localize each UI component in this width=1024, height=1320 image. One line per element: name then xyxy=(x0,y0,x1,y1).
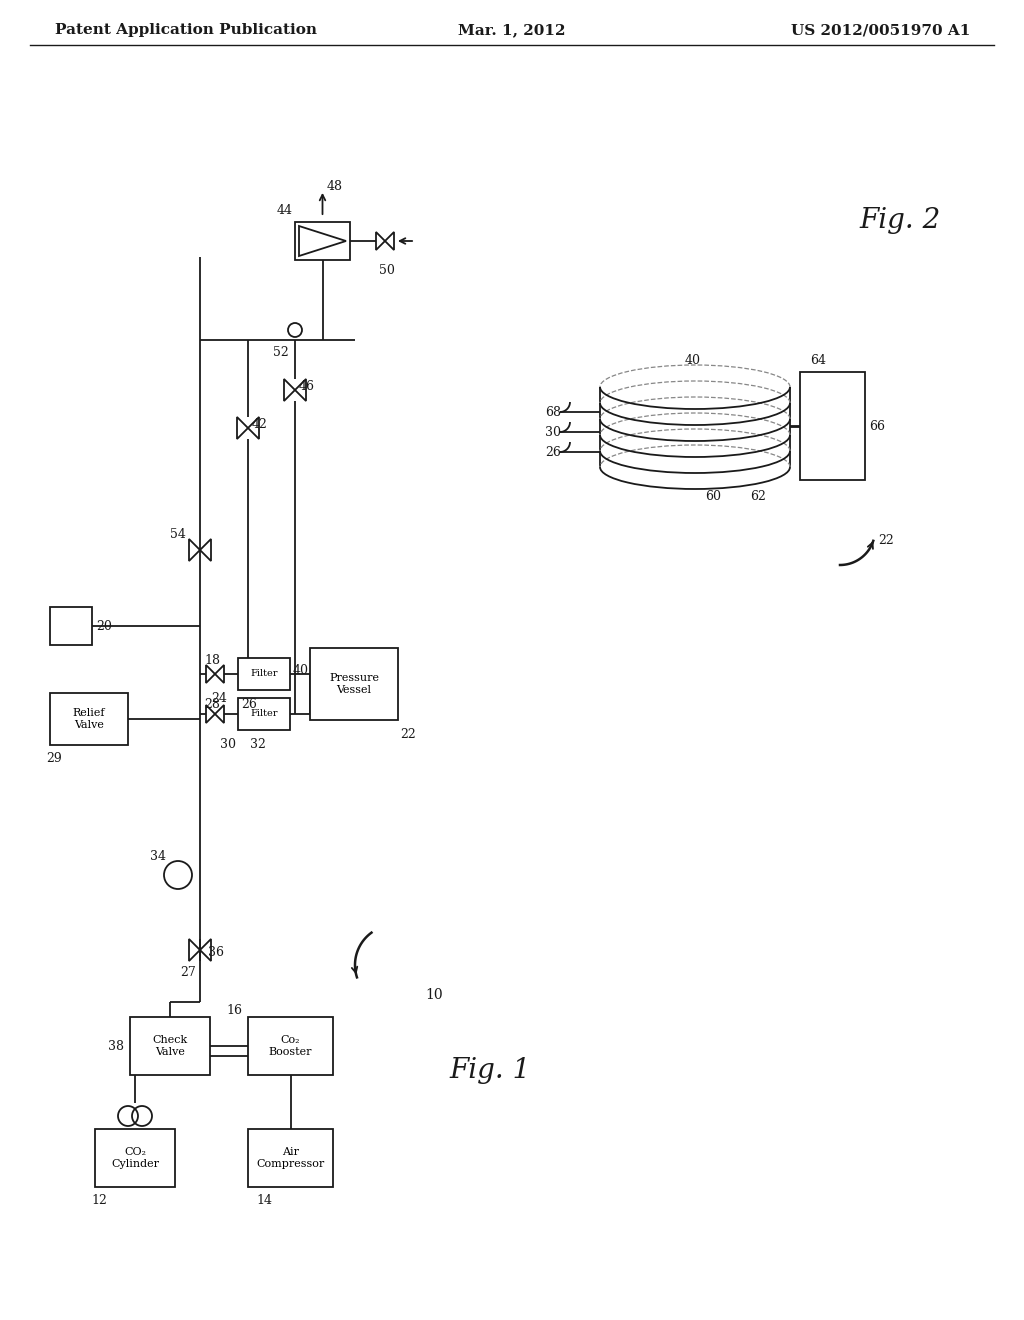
Text: 30: 30 xyxy=(545,425,561,438)
Text: US 2012/0051970 A1: US 2012/0051970 A1 xyxy=(791,22,970,37)
Text: 38: 38 xyxy=(108,1040,124,1052)
Text: 26: 26 xyxy=(241,697,257,710)
Polygon shape xyxy=(206,705,215,723)
Bar xyxy=(310,648,398,719)
Text: 16: 16 xyxy=(226,1005,242,1018)
Bar xyxy=(130,1016,210,1074)
Text: 66: 66 xyxy=(869,420,885,433)
Bar xyxy=(248,1129,333,1187)
Bar xyxy=(248,1016,333,1074)
Text: 50: 50 xyxy=(379,264,395,276)
Text: 36: 36 xyxy=(208,945,224,958)
Text: Pressure
Vessel: Pressure Vessel xyxy=(329,673,379,694)
Text: 62: 62 xyxy=(750,491,766,503)
Text: 48: 48 xyxy=(327,180,342,193)
Polygon shape xyxy=(206,665,215,682)
Polygon shape xyxy=(299,226,346,256)
Text: Air
Compressor: Air Compressor xyxy=(256,1147,325,1168)
Text: 20: 20 xyxy=(96,619,112,632)
Text: Fig. 2: Fig. 2 xyxy=(859,206,941,234)
Polygon shape xyxy=(189,939,200,961)
Bar xyxy=(50,693,128,744)
Text: Filter: Filter xyxy=(250,710,278,718)
Text: Mar. 1, 2012: Mar. 1, 2012 xyxy=(459,22,565,37)
Polygon shape xyxy=(215,665,224,682)
Text: 42: 42 xyxy=(252,417,268,430)
Bar xyxy=(95,1129,175,1187)
Text: 14: 14 xyxy=(256,1195,272,1208)
Text: Check
Valve: Check Valve xyxy=(153,1035,187,1057)
Text: 32: 32 xyxy=(250,738,266,751)
Circle shape xyxy=(164,861,193,888)
Text: 44: 44 xyxy=(278,203,293,216)
Polygon shape xyxy=(284,379,295,401)
Text: Filter: Filter xyxy=(250,669,278,678)
Text: 10: 10 xyxy=(425,987,442,1002)
Text: 64: 64 xyxy=(810,354,826,367)
Text: 54: 54 xyxy=(170,528,186,540)
Text: 18: 18 xyxy=(204,653,220,667)
Polygon shape xyxy=(189,539,200,561)
Polygon shape xyxy=(200,539,211,561)
Polygon shape xyxy=(237,417,248,440)
Text: Fig. 1: Fig. 1 xyxy=(450,1056,530,1084)
Text: Co₂
Booster: Co₂ Booster xyxy=(268,1035,312,1057)
Text: 34: 34 xyxy=(150,850,166,863)
Bar xyxy=(800,372,865,480)
Text: 68: 68 xyxy=(545,405,561,418)
Text: CO₂
Cylinder: CO₂ Cylinder xyxy=(111,1147,159,1168)
Polygon shape xyxy=(295,379,306,401)
Text: 30: 30 xyxy=(220,738,236,751)
Polygon shape xyxy=(385,232,394,249)
Polygon shape xyxy=(376,232,385,249)
Text: 22: 22 xyxy=(400,727,416,741)
Text: 27: 27 xyxy=(180,965,196,978)
Text: 40: 40 xyxy=(293,664,309,677)
Text: 28: 28 xyxy=(204,698,220,711)
Text: 46: 46 xyxy=(299,380,315,392)
Bar xyxy=(238,698,290,730)
Bar xyxy=(50,607,92,645)
Text: 22: 22 xyxy=(878,533,894,546)
Bar xyxy=(295,222,350,260)
Bar xyxy=(238,657,290,690)
Text: 52: 52 xyxy=(273,346,289,359)
Text: 12: 12 xyxy=(91,1195,106,1208)
Text: 29: 29 xyxy=(46,752,61,766)
Polygon shape xyxy=(248,417,259,440)
Polygon shape xyxy=(200,939,211,961)
Polygon shape xyxy=(215,705,224,723)
Text: Relief
Valve: Relief Valve xyxy=(73,709,105,730)
Text: Patent Application Publication: Patent Application Publication xyxy=(55,22,317,37)
Text: 24: 24 xyxy=(211,693,227,705)
Text: 26: 26 xyxy=(545,446,561,458)
Text: 60: 60 xyxy=(705,491,721,503)
Text: 40: 40 xyxy=(685,355,701,367)
